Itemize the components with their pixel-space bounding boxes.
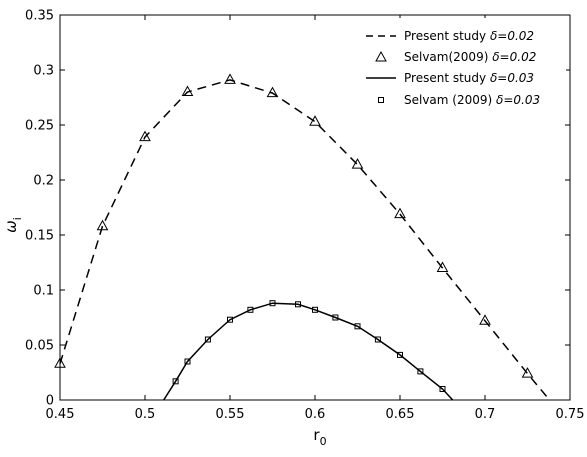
x-tick-label: 0.6 bbox=[305, 407, 326, 422]
x-tick-label: 0.65 bbox=[386, 407, 415, 422]
y-tick-label: 0.3 bbox=[33, 64, 54, 79]
series-layer bbox=[54, 73, 551, 401]
y-tick-label: 0 bbox=[46, 394, 54, 409]
square-marker-point bbox=[312, 306, 318, 313]
y-tick-label: 0.2 bbox=[33, 174, 54, 189]
axes-layer: 0.45 0.5 0.55 0.6 0.65 0.7 0.75 0 0.05 0.1 0.15 0.2… bbox=[25, 9, 584, 423]
y-tick-label: 0.35 bbox=[25, 9, 54, 24]
x-tick-label: 0.45 bbox=[46, 407, 75, 422]
legend-label-0: Present study δ=0.02 bbox=[404, 29, 534, 43]
square-marker-point bbox=[397, 351, 403, 358]
triangle-marker-point bbox=[351, 158, 364, 169]
square-marker-point bbox=[417, 368, 424, 375]
x-axis-label-main: r bbox=[313, 426, 320, 444]
triangle-marker-point bbox=[521, 367, 534, 378]
series-line-0 bbox=[59, 79, 551, 401]
square-marker-point bbox=[184, 358, 191, 365]
x-tick-label: 0.55 bbox=[216, 407, 245, 422]
legend-label-2: Present study δ=0.03 bbox=[404, 71, 534, 85]
y-axis-label: ωi bbox=[2, 217, 24, 233]
square-marker-point bbox=[204, 336, 211, 343]
square-marker-point bbox=[172, 378, 179, 385]
legend-entry-3: Selvam (2009) δ=0.03 bbox=[378, 93, 540, 107]
y-tick-label: 0.1 bbox=[33, 284, 54, 299]
y-axis-label-main: ω bbox=[2, 220, 20, 233]
x-axis-label: r0 bbox=[313, 426, 326, 448]
triangle-marker-point bbox=[394, 207, 406, 219]
x-tick-label: 0.75 bbox=[556, 407, 585, 422]
y-axis-label-subscript: i bbox=[11, 217, 24, 220]
y-tick-label: 0.25 bbox=[25, 119, 54, 134]
x-tick-label: 0.7 bbox=[475, 407, 496, 422]
triangle-marker-point bbox=[181, 85, 194, 96]
triangle-marker-point bbox=[479, 314, 491, 325]
triangle-marker-point bbox=[309, 115, 321, 126]
triangle-marker-point bbox=[224, 73, 236, 84]
square-marker-point bbox=[374, 336, 381, 343]
square-marker-point bbox=[439, 386, 446, 392]
square-marker-point bbox=[247, 306, 254, 313]
legend-entry-1: Selvam(2009) δ=0.02 bbox=[375, 50, 536, 64]
y-tick-label: 0.05 bbox=[25, 339, 54, 354]
legend-square-marker-swatch bbox=[378, 97, 384, 103]
legend-label-1: Selvam(2009) δ=0.02 bbox=[404, 50, 536, 64]
legend-box bbox=[356, 18, 566, 116]
square-marker-point bbox=[354, 323, 361, 330]
square-marker-point bbox=[227, 316, 233, 323]
y-tick-label: 0.15 bbox=[25, 229, 54, 244]
triangle-marker-point bbox=[436, 261, 449, 272]
square-marker-point bbox=[269, 300, 276, 307]
legend: Present study δ=0.02 Selvam(2009) δ=0.02… bbox=[356, 18, 566, 116]
triangle-marker-point bbox=[139, 130, 151, 142]
legend-triangle-marker-swatch bbox=[375, 50, 387, 62]
x-axis-label-subscript: 0 bbox=[320, 435, 327, 448]
series-line-2 bbox=[163, 302, 454, 401]
square-marker-point bbox=[332, 314, 339, 321]
x-tick-label: 0.5 bbox=[135, 407, 156, 422]
square-marker-point bbox=[295, 301, 301, 308]
legend-entry-0: Present study δ=0.02 bbox=[366, 29, 534, 43]
triangle-marker-point bbox=[96, 219, 109, 231]
legend-label-3: Selvam (2009) δ=0.03 bbox=[404, 93, 540, 107]
triangle-marker-point bbox=[266, 86, 279, 98]
legend-entry-2: Present study δ=0.03 bbox=[366, 71, 534, 85]
